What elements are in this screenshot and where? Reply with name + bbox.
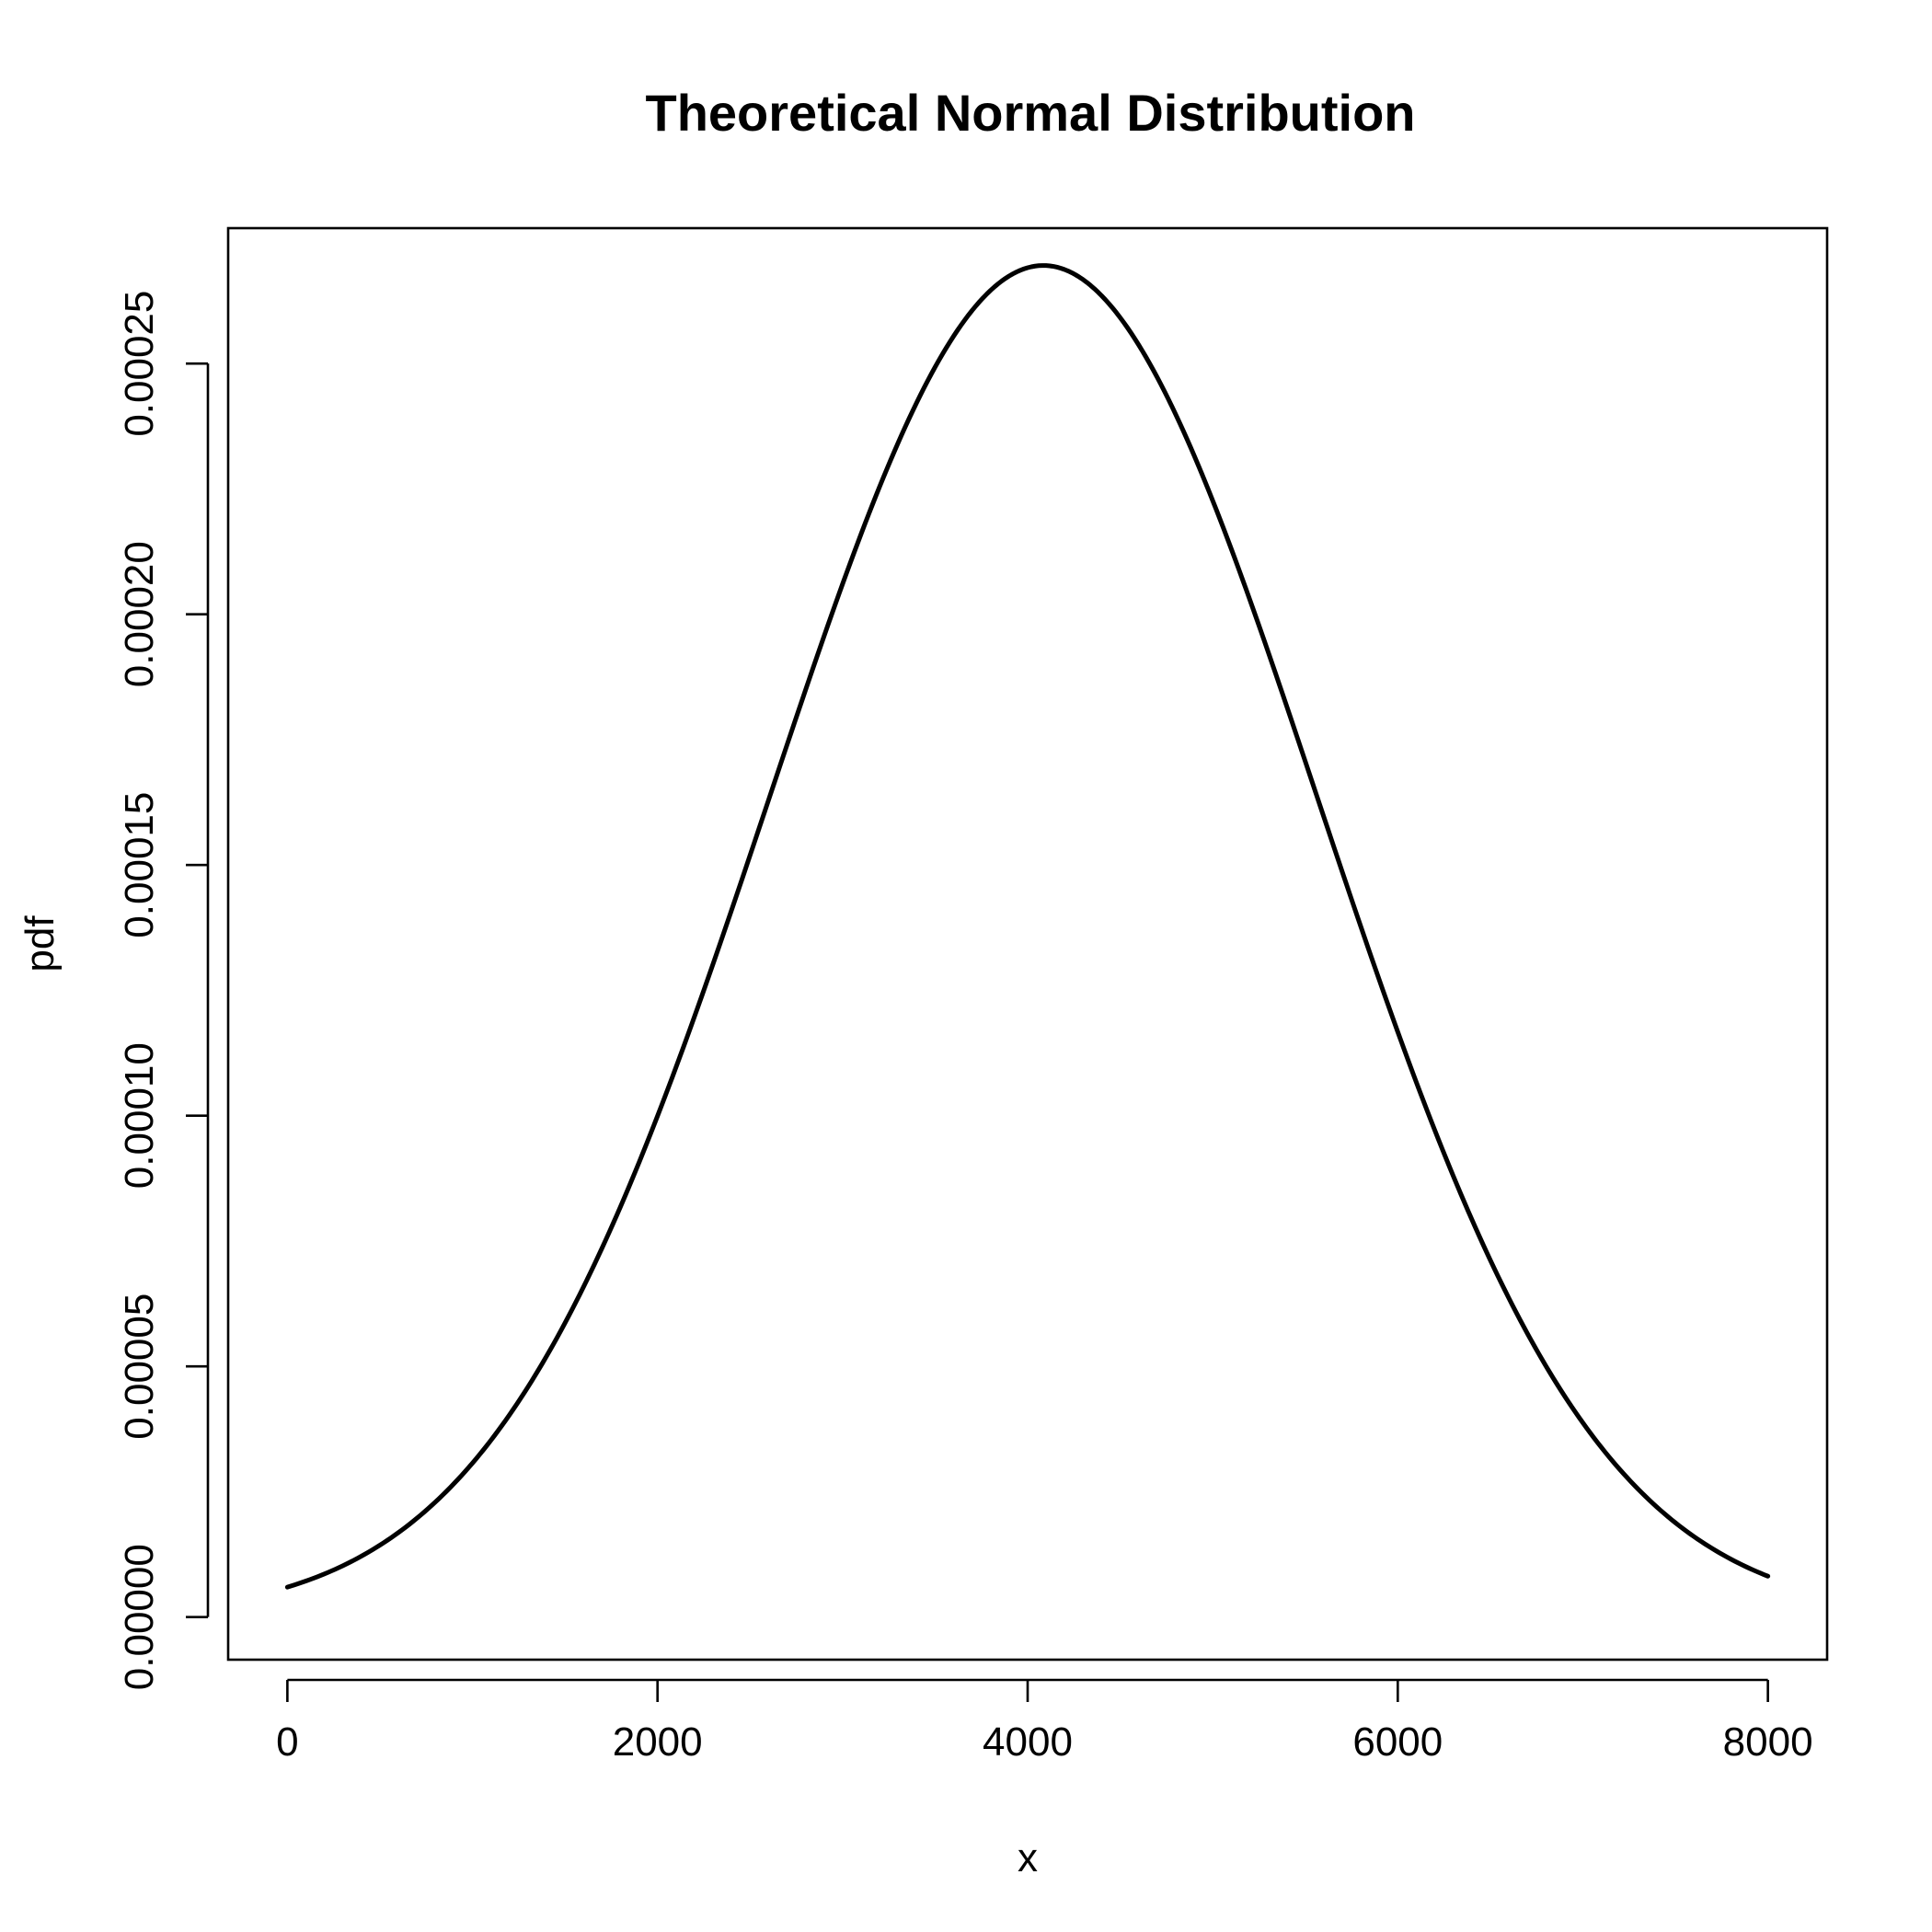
y-tick-label: 0.00015: [117, 792, 162, 938]
y-axis: 0.00000 0.00005 0.00010 0.00015 0.00020 0.000…: [117, 291, 210, 1690]
plot-frame: [226, 226, 1829, 1662]
x-axis: 0 2000 4000 6000 8000: [276, 1678, 1813, 1765]
x-tick-label: 4000: [983, 1719, 1073, 1765]
x-tick-label: 8000: [1723, 1719, 1813, 1765]
x-axis-label: x: [1018, 1835, 1038, 1880]
y-axis-label: pdf: [17, 915, 63, 972]
x-tick-label: 2000: [613, 1719, 703, 1765]
y-tick-label: 0.00000: [117, 1544, 162, 1690]
y-tick-label: 0.00010: [117, 1042, 162, 1189]
x-tick-label: 6000: [1352, 1719, 1443, 1765]
y-tick-label: 0.00005: [117, 1294, 162, 1440]
x-tick-label: 0: [276, 1719, 298, 1765]
y-tick-label: 0.00020: [117, 541, 162, 687]
pdf-curve: [284, 263, 1771, 1590]
y-tick-label: 0.00025: [117, 291, 162, 437]
chart-title: Theoretical Normal Distribution: [646, 84, 1416, 142]
